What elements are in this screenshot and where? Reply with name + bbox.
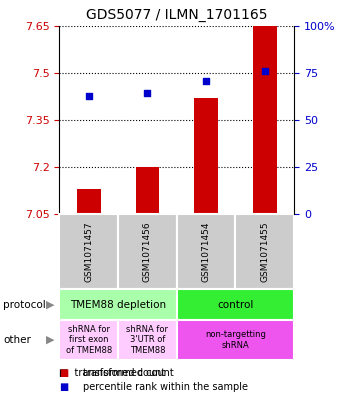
Bar: [177, 320, 294, 360]
Point: [86, 93, 91, 99]
Point: [145, 90, 150, 96]
Text: non-targetting
shRNA: non-targetting shRNA: [205, 330, 266, 350]
Text: ▶: ▶: [46, 299, 54, 310]
Text: ■: ■: [59, 382, 69, 392]
Text: shRNA for
3'UTR of
TMEM88: shRNA for 3'UTR of TMEM88: [126, 325, 169, 355]
Bar: [177, 289, 294, 320]
Text: shRNA for
first exon
of TMEM88: shRNA for first exon of TMEM88: [66, 325, 112, 355]
Text: ■  transformed count: ■ transformed count: [59, 368, 166, 378]
Text: TMEM88 depletion: TMEM88 depletion: [70, 299, 166, 310]
Text: GSM1071455: GSM1071455: [260, 221, 269, 282]
Text: ■: ■: [59, 368, 69, 378]
Text: percentile rank within the sample: percentile rank within the sample: [83, 382, 248, 392]
Bar: [59, 289, 177, 320]
Bar: [194, 98, 218, 214]
Bar: [136, 167, 159, 214]
Text: GSM1071457: GSM1071457: [84, 221, 93, 282]
Title: GDS5077 / ILMN_1701165: GDS5077 / ILMN_1701165: [86, 8, 268, 22]
Bar: [59, 320, 118, 360]
Text: transformed count: transformed count: [83, 368, 174, 378]
Text: GSM1071454: GSM1071454: [202, 221, 210, 282]
Text: ▶: ▶: [46, 335, 54, 345]
Bar: [118, 320, 177, 360]
Point: [203, 77, 209, 84]
Bar: [118, 214, 177, 289]
Point: [262, 68, 268, 74]
Text: other: other: [3, 335, 31, 345]
Text: control: control: [217, 299, 254, 310]
Text: protocol: protocol: [3, 299, 46, 310]
Bar: [253, 26, 276, 214]
Bar: [235, 214, 294, 289]
Bar: [77, 189, 101, 214]
Text: GSM1071456: GSM1071456: [143, 221, 152, 282]
Bar: [59, 214, 118, 289]
Bar: [177, 214, 235, 289]
